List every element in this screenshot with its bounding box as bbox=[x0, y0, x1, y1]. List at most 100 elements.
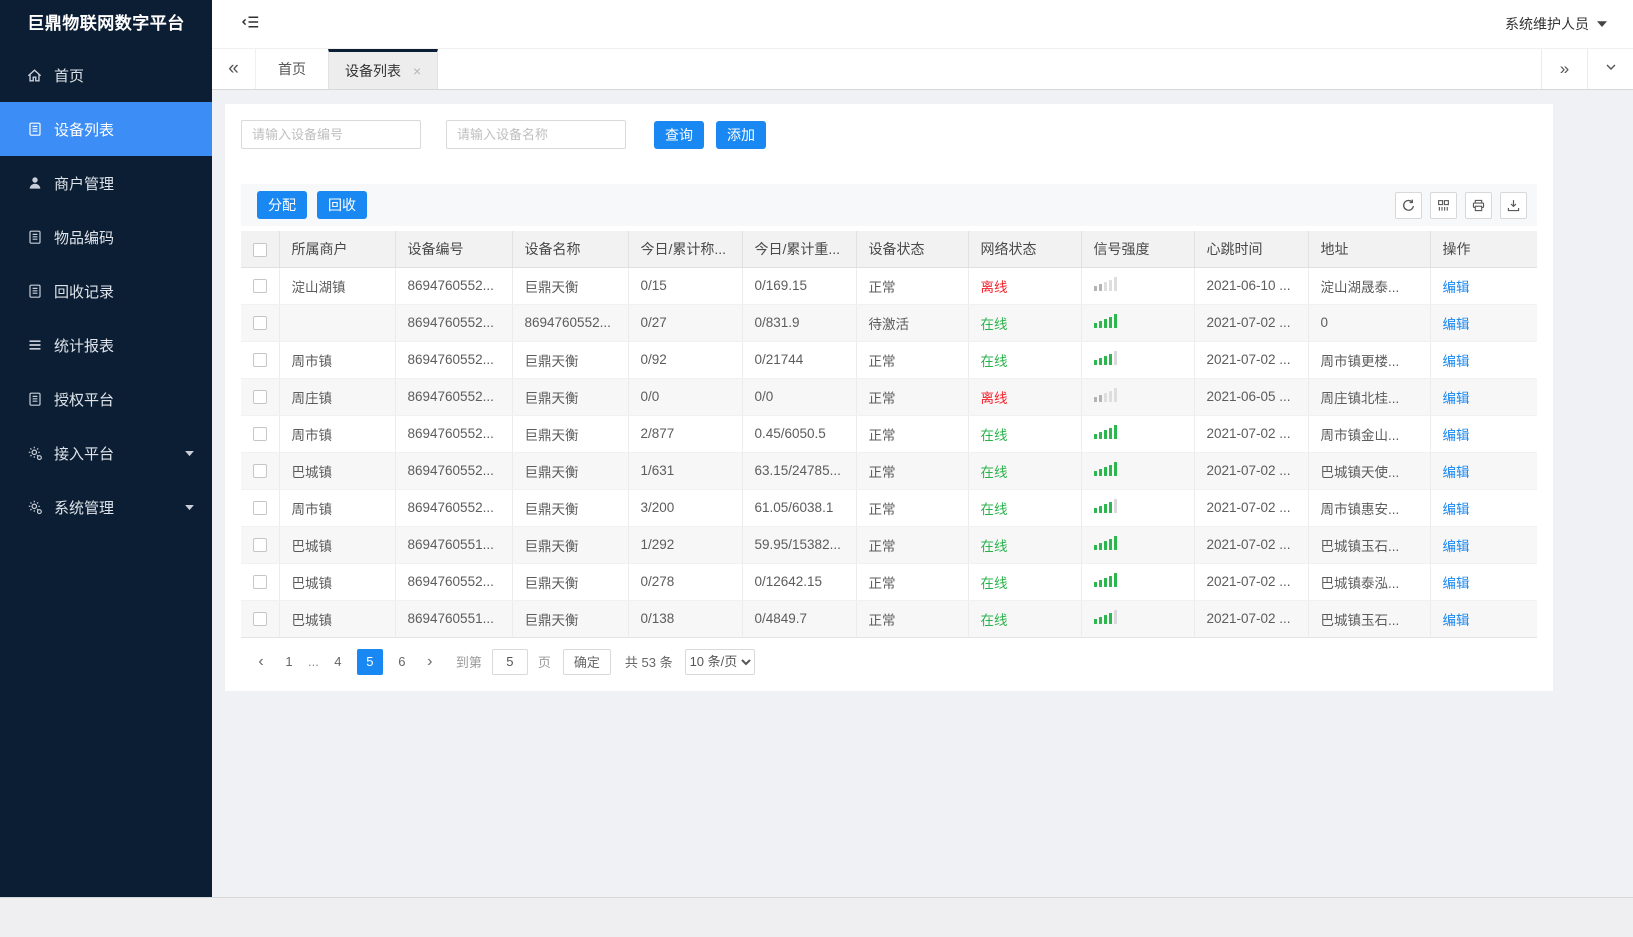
page-button-5[interactable]: 5 bbox=[356, 648, 383, 675]
sidebar-item-8[interactable]: 系统管理 bbox=[0, 480, 212, 534]
columns-button[interactable] bbox=[1430, 191, 1457, 219]
row-checkbox[interactable] bbox=[253, 427, 267, 442]
row-checkbox[interactable] bbox=[253, 316, 267, 331]
cell-device-name: 巨鼎天衡 bbox=[512, 267, 629, 305]
cell-device-name: 巨鼎天衡 bbox=[512, 489, 629, 527]
cell-network-status: 在线 bbox=[968, 452, 1082, 490]
sidebar-toggle-button[interactable] bbox=[241, 14, 260, 35]
cell-network-status: 在线 bbox=[968, 526, 1082, 564]
tabs-scroll-left-button[interactable]: « bbox=[212, 49, 256, 89]
cell-device-status: 待激活 bbox=[856, 304, 969, 342]
goto-label: 到第 bbox=[455, 655, 482, 670]
cell-heartbeat: 2021-07-02 ... bbox=[1194, 304, 1309, 342]
cell-address: 周市镇金山... bbox=[1308, 415, 1431, 453]
page-button-6[interactable]: 6 bbox=[398, 653, 406, 669]
edit-link[interactable]: 编辑 bbox=[1442, 501, 1470, 517]
goto-page-input[interactable] bbox=[491, 648, 528, 675]
menu-icon bbox=[26, 337, 43, 354]
cell-heartbeat: 2021-06-10 ... bbox=[1194, 267, 1309, 305]
sidebar-item-label: 首页 bbox=[54, 67, 85, 85]
cell-today-weight: 0/0 bbox=[742, 378, 857, 416]
edit-link[interactable]: 编辑 bbox=[1442, 390, 1470, 406]
cell-device-status: 正常 bbox=[856, 600, 969, 638]
table-row: 巴城镇 8694760551... 巨鼎天衡 0/138 0/4849.7 正常 在线 202… bbox=[241, 600, 1537, 638]
row-checkbox[interactable] bbox=[253, 279, 267, 294]
column-header-1: 设备编号 bbox=[395, 231, 513, 268]
assign-button[interactable]: 分配 bbox=[257, 191, 307, 219]
tab-1[interactable]: 设备列表 × bbox=[328, 49, 439, 89]
sidebar-item-6[interactable]: 授权平台 bbox=[0, 372, 212, 426]
edit-link[interactable]: 编辑 bbox=[1442, 538, 1470, 554]
row-checkbox-cell bbox=[241, 341, 280, 379]
device-table: 所属商户 设备编号 设备名称 今日/累计称... 今日/累计重... 设备状态 网络状态 信号… bbox=[241, 231, 1537, 638]
topbar: 系统维护人员 bbox=[212, 0, 1633, 48]
user-name: 系统维护人员 bbox=[1505, 16, 1589, 32]
edit-link[interactable]: 编辑 bbox=[1442, 279, 1470, 295]
cell-device-no: 8694760552... bbox=[395, 304, 513, 342]
tabs-dropdown-button[interactable] bbox=[1587, 49, 1633, 89]
tabs-scroll-right-button[interactable]: » bbox=[1541, 49, 1587, 89]
sidebar-item-7[interactable]: 接入平台 bbox=[0, 426, 212, 480]
row-checkbox[interactable] bbox=[253, 390, 267, 405]
row-checkbox[interactable] bbox=[253, 575, 267, 590]
edit-link[interactable]: 编辑 bbox=[1442, 316, 1470, 332]
query-button[interactable]: 查询 bbox=[654, 120, 704, 149]
column-header-10: 操作 bbox=[1430, 231, 1537, 268]
cell-today-count: 0/27 bbox=[628, 304, 743, 342]
row-checkbox[interactable] bbox=[253, 464, 267, 479]
confirm-button[interactable]: 确定 bbox=[562, 648, 611, 675]
edit-link[interactable]: 编辑 bbox=[1442, 427, 1470, 443]
edit-link[interactable]: 编辑 bbox=[1442, 612, 1470, 628]
cell-address: 周市镇惠安... bbox=[1308, 489, 1431, 527]
printer-button[interactable] bbox=[1465, 191, 1492, 219]
cell-address: 0 bbox=[1308, 304, 1431, 342]
download-button[interactable] bbox=[1500, 191, 1527, 219]
cell-device-status: 正常 bbox=[856, 526, 969, 564]
select-all-checkbox[interactable] bbox=[253, 242, 267, 257]
sidebar-item-4[interactable]: 回收记录 bbox=[0, 264, 212, 318]
sidebar-item-label: 回收记录 bbox=[54, 283, 115, 301]
edit-link[interactable]: 编辑 bbox=[1442, 353, 1470, 369]
edit-link[interactable]: 编辑 bbox=[1442, 464, 1470, 480]
page-button-1[interactable]: 1 bbox=[285, 653, 293, 669]
signal-strength-icon bbox=[1093, 536, 1117, 550]
cell-signal bbox=[1081, 267, 1195, 305]
edit-link[interactable]: 编辑 bbox=[1442, 575, 1470, 591]
device-name-input[interactable] bbox=[446, 120, 626, 149]
download-icon bbox=[1506, 198, 1521, 213]
cell-today-count: 2/877 bbox=[628, 415, 743, 453]
doc-icon bbox=[26, 391, 43, 408]
page-button-4[interactable]: 4 bbox=[334, 653, 342, 669]
grid-toolbar: 分配 回收 bbox=[241, 184, 1537, 226]
refresh-button[interactable] bbox=[1395, 191, 1422, 219]
sidebar-item-label: 设备列表 bbox=[54, 121, 115, 139]
close-icon[interactable]: × bbox=[413, 62, 422, 79]
sidebar-item-0[interactable]: 首页 bbox=[0, 48, 212, 102]
sidebar-item-2[interactable]: 商户管理 bbox=[0, 156, 212, 210]
recycle-button[interactable]: 回收 bbox=[317, 191, 367, 219]
cell-address: 巴城镇玉石... bbox=[1308, 600, 1431, 638]
user-menu[interactable]: 系统维护人员 bbox=[1505, 14, 1607, 34]
cell-action: 编辑 bbox=[1430, 341, 1537, 379]
cell-network-status: 在线 bbox=[968, 600, 1082, 638]
cell-network-status: 在线 bbox=[968, 415, 1082, 453]
cell-today-weight: 0/21744 bbox=[742, 341, 857, 379]
column-header-3: 今日/累计称... bbox=[628, 231, 743, 268]
row-checkbox[interactable] bbox=[253, 501, 267, 516]
sidebar-item-label: 系统管理 bbox=[54, 499, 115, 517]
sidebar-item-1[interactable]: 设备列表 bbox=[0, 102, 212, 156]
device-no-input[interactable] bbox=[241, 120, 421, 149]
prev-page-button[interactable]: ‹ bbox=[258, 652, 264, 670]
row-checkbox[interactable] bbox=[253, 538, 267, 553]
sidebar-item-label: 授权平台 bbox=[54, 391, 115, 409]
page-size-select[interactable]: 10 条/页 bbox=[684, 648, 755, 675]
row-checkbox[interactable] bbox=[253, 353, 267, 368]
tab-0[interactable]: 首页 bbox=[256, 49, 328, 89]
cell-merchant: 巴城镇 bbox=[279, 600, 396, 638]
add-button[interactable]: 添加 bbox=[716, 120, 766, 149]
table-row: 巴城镇 8694760552... 巨鼎天衡 1/631 63.15/24785... 正… bbox=[241, 452, 1537, 490]
row-checkbox[interactable] bbox=[253, 612, 267, 627]
sidebar-item-3[interactable]: 物品编码 bbox=[0, 210, 212, 264]
next-page-button[interactable]: › bbox=[427, 652, 433, 670]
sidebar-item-5[interactable]: 统计报表 bbox=[0, 318, 212, 372]
